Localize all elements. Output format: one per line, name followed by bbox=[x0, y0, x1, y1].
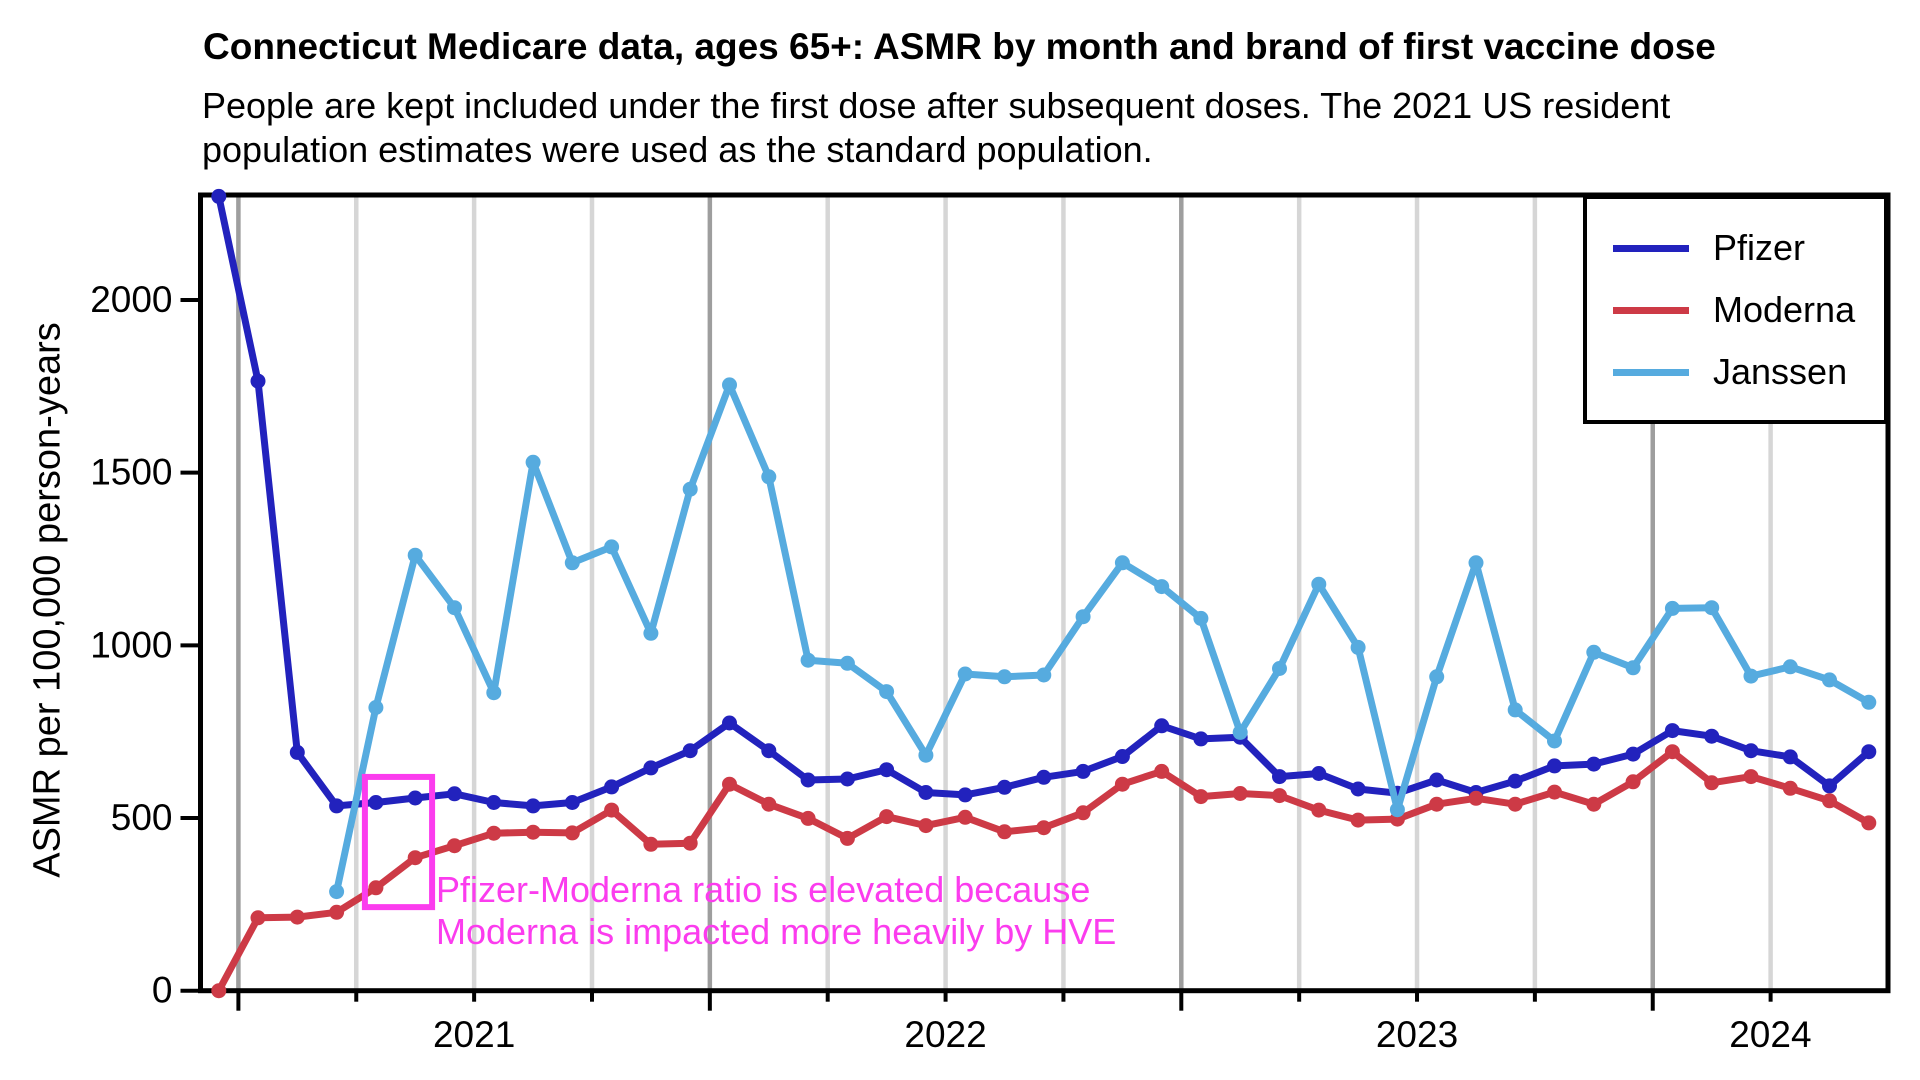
y-axis-title: ASMR per 100,000 person-years bbox=[26, 322, 69, 878]
annotation-line1: Pfizer-Moderna ratio is elevated because bbox=[436, 869, 1091, 910]
svg-text:500: 500 bbox=[111, 797, 173, 838]
axis-ticks bbox=[180, 297, 1773, 1011]
svg-text:1000: 1000 bbox=[90, 624, 172, 665]
legend-item-moderna: Moderna bbox=[1587, 279, 1884, 341]
janssen-line bbox=[329, 377, 1877, 900]
svg-text:2022: 2022 bbox=[904, 1014, 986, 1055]
legend-item-pfizer: Pfizer bbox=[1587, 217, 1884, 279]
legend-item-janssen: Janssen bbox=[1587, 341, 1884, 403]
svg-text:2000: 2000 bbox=[90, 279, 172, 320]
moderna-line-swatch bbox=[1613, 306, 1689, 314]
svg-text:1500: 1500 bbox=[90, 452, 172, 493]
chart-subtitle-line2: population estimates were used as the st… bbox=[202, 129, 1153, 170]
svg-text:2024: 2024 bbox=[1729, 1014, 1811, 1055]
legend-label-janssen: Janssen bbox=[1713, 351, 1848, 392]
highlight-box bbox=[361, 773, 436, 911]
janssen-line-swatch bbox=[1613, 368, 1689, 376]
x-axis-tick-labels: 2021 2022 2023 2024 bbox=[433, 1014, 1812, 1055]
legend-label-moderna: Moderna bbox=[1713, 289, 1856, 330]
moderna-line bbox=[211, 744, 1877, 999]
chart-subtitle: People are kept included under the first… bbox=[202, 84, 1670, 172]
legend: Pfizer Moderna Janssen bbox=[1583, 195, 1888, 424]
svg-text:2023: 2023 bbox=[1376, 1014, 1458, 1055]
svg-text:2021: 2021 bbox=[433, 1014, 515, 1055]
pfizer-line bbox=[211, 188, 1877, 814]
pfizer-line-swatch bbox=[1613, 244, 1689, 252]
annotation-line2: Moderna is impacted more heavily by HVE bbox=[436, 911, 1117, 952]
svg-text:0: 0 bbox=[152, 970, 173, 1011]
gridlines bbox=[236, 195, 1773, 991]
chart-title: Connecticut Medicare data, ages 65+: ASM… bbox=[203, 26, 1716, 67]
y-axis-tick-labels: 0 500 1000 1500 2000 bbox=[90, 279, 172, 1011]
legend-label-pfizer: Pfizer bbox=[1713, 227, 1806, 268]
chart-subtitle-line1: People are kept included under the first… bbox=[202, 85, 1671, 126]
annotation-text: Pfizer-Moderna ratio is elevated because… bbox=[436, 869, 1116, 953]
plot-border bbox=[198, 192, 1891, 994]
